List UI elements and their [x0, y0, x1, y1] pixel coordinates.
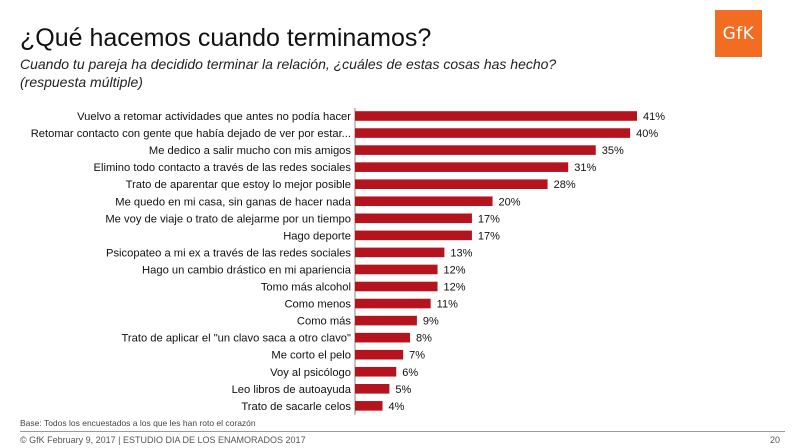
category-label-10: Tomo más alcohol: [261, 282, 351, 294]
bar-2: [355, 145, 596, 155]
value-label-6: 17%: [478, 213, 500, 225]
category-label-16: Leo libros de autoayuda: [232, 384, 352, 396]
category-label-8: Psicopateo a mi ex a través de las redes…: [106, 247, 351, 259]
bar-11: [355, 298, 431, 309]
category-label-14: Me corto el pelo: [271, 350, 351, 362]
footer-copyright: © GfK February 9, 2017 | ESTUDIO DIA DE …: [20, 435, 306, 445]
page-subtitle: Cuando tu pareja ha decidido terminar la…: [20, 55, 700, 91]
value-label-5: 20%: [499, 196, 521, 208]
category-label-15: Voy al psicólogo: [270, 367, 351, 379]
bar-10: [355, 281, 438, 292]
value-label-17: 4%: [389, 401, 405, 413]
value-label-3: 31%: [574, 162, 596, 174]
category-label-13: Trato de aplicar el "un clavo saca a otr…: [121, 333, 351, 345]
base-note: Base: Todos los encuestados a los que le…: [20, 418, 256, 428]
value-label-11: 11%: [437, 299, 458, 311]
value-label-10: 12%: [444, 282, 466, 294]
subtitle-note: (respuesta múltiple): [20, 74, 143, 90]
gfk-logo: GfK: [715, 10, 762, 57]
value-label-8: 13%: [450, 247, 472, 259]
category-label-7: Hago deporte: [283, 230, 351, 242]
value-label-1: 40%: [636, 128, 658, 140]
bar-3: [355, 162, 569, 172]
category-label-11: Como menos: [284, 299, 351, 311]
value-label-14: 7%: [409, 350, 425, 362]
value-label-16: 5%: [395, 384, 411, 396]
bar-7: [355, 230, 472, 241]
bar-5: [355, 196, 493, 207]
bar-15: [355, 366, 397, 377]
category-label-12: Como más: [297, 316, 351, 328]
bar-1: [355, 128, 631, 138]
category-label-9: Hago un cambio drástico en mi apariencia: [142, 264, 352, 276]
logo-text: GfK: [722, 23, 755, 44]
bar-16: [355, 384, 390, 394]
bar-6: [355, 213, 472, 224]
bar-12: [355, 315, 417, 326]
category-label-2: Me dedico a salir mucho con mis amigos: [149, 145, 351, 157]
value-label-15: 6%: [402, 367, 418, 379]
bar-0: [355, 111, 637, 121]
bar-9: [355, 264, 438, 275]
bar-8: [355, 247, 445, 258]
subtitle-question: Cuando tu pareja ha decidido terminar la…: [20, 56, 557, 72]
value-label-0: 41%: [643, 111, 665, 123]
category-label-3: Elimino todo contacto a través de las re…: [94, 162, 352, 174]
category-label-5: Me quedo en mi casa, sin ganas de hacer …: [115, 196, 351, 208]
bar-13: [355, 332, 411, 343]
bar-17: [355, 401, 383, 411]
category-label-0: Vuelvo a retomar actividades que antes n…: [77, 111, 351, 123]
footer-divider: [20, 431, 785, 432]
value-label-9: 12%: [444, 264, 466, 276]
bar-14: [355, 349, 404, 360]
value-label-7: 17%: [478, 230, 500, 242]
category-label-17: Trato de sacarle celos: [241, 401, 351, 413]
page-number: 20: [769, 435, 780, 445]
page-title: ¿Qué hacemos cuando terminamos?: [20, 24, 432, 52]
value-label-12: 9%: [423, 316, 439, 328]
value-label-13: 8%: [416, 333, 432, 345]
category-label-4: Trato de aparentar que estoy lo mejor po…: [126, 179, 351, 191]
category-label-6: Me voy de viaje o trato de alejarme por …: [105, 213, 351, 225]
value-label-2: 35%: [602, 145, 624, 157]
category-label-1: Retomar contacto con gente que había dej…: [31, 128, 351, 140]
bar-4: [355, 179, 548, 189]
value-label-4: 28%: [554, 179, 576, 191]
